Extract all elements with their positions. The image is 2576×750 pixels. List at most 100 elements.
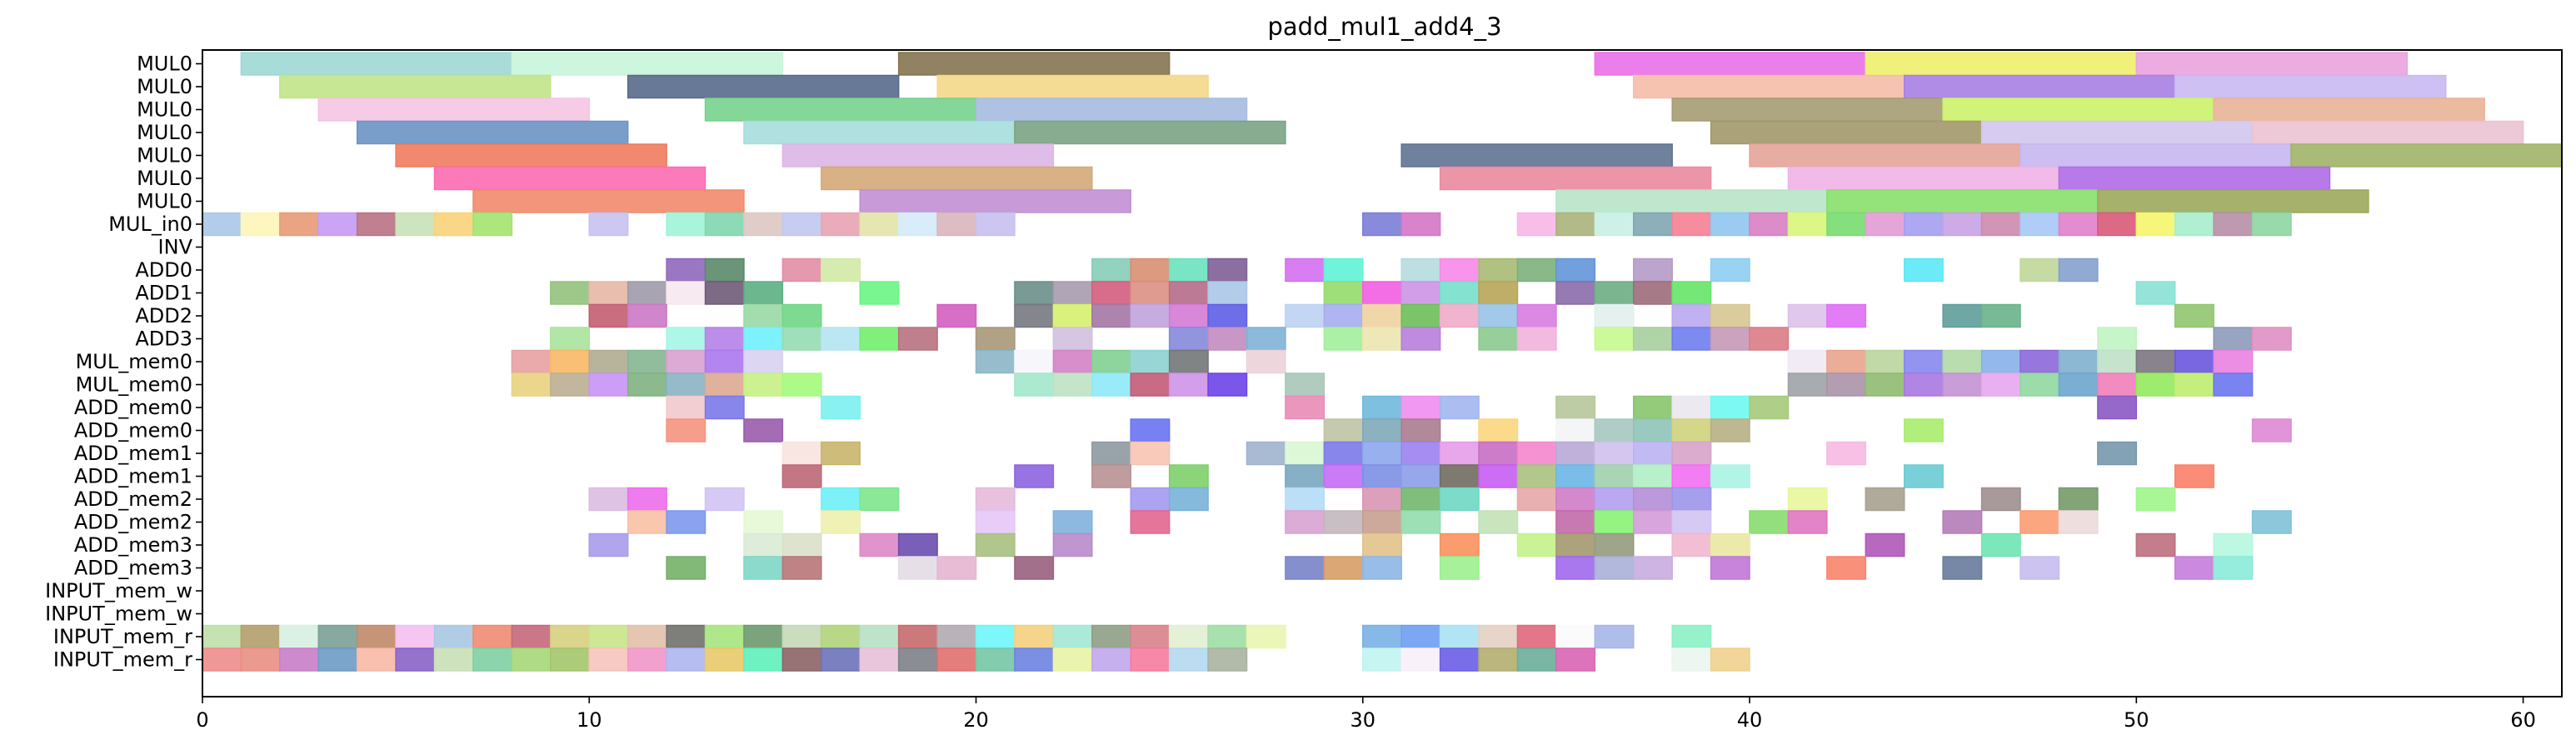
task-bar	[1362, 556, 1402, 580]
task-bar	[1400, 441, 1441, 466]
task-bar	[704, 281, 745, 305]
task-bar	[1400, 281, 1441, 305]
task-bar	[2135, 487, 2176, 512]
task-bar	[1362, 441, 1402, 466]
task-bar	[2174, 349, 2214, 374]
task-bar	[1478, 441, 1519, 466]
task-bar	[1980, 487, 2021, 512]
task-bars	[202, 52, 2563, 672]
task-bar	[2019, 372, 2060, 397]
task-bar	[1671, 464, 1712, 488]
task-bar	[2213, 532, 2254, 558]
y-tick-label: MUL0	[137, 190, 192, 213]
task-bar	[1207, 303, 1248, 328]
task-bar	[1362, 212, 1402, 237]
task-bar	[1516, 648, 1557, 672]
task-bar	[936, 624, 977, 649]
task-bar	[1710, 556, 1750, 580]
y-tick-label: INPUT_mem_r	[53, 625, 192, 648]
task-bar	[1671, 648, 1712, 672]
task-bar	[1130, 281, 1171, 305]
task-bar	[1246, 624, 1286, 649]
task-bar	[821, 166, 1093, 191]
task-bar	[1323, 464, 1364, 488]
task-bar	[1323, 556, 1364, 580]
task-bar	[1865, 52, 2138, 76]
task-bar	[781, 556, 822, 580]
task-bar	[1980, 212, 2021, 237]
task-bar	[859, 532, 900, 558]
task-bar	[1671, 303, 1712, 328]
task-bar	[2097, 189, 2369, 213]
task-bar	[1207, 372, 1248, 397]
task-bar	[2019, 212, 2060, 237]
task-bar	[1826, 372, 1867, 397]
task-bar	[1323, 258, 1364, 282]
task-bar	[1323, 303, 1364, 328]
task-bar	[1671, 487, 1712, 512]
task-bar	[1942, 349, 1983, 374]
task-bar	[279, 624, 320, 649]
task-bar	[1285, 303, 1325, 328]
task-bar	[1014, 648, 1055, 672]
task-bar	[588, 624, 629, 649]
task-bar	[1014, 349, 1055, 374]
task-bar	[2174, 464, 2214, 488]
task-bar	[433, 624, 474, 649]
task-bar	[2251, 418, 2292, 442]
task-bar	[627, 74, 900, 99]
task-bar	[781, 327, 822, 351]
task-bar	[1478, 418, 1519, 442]
y-tick-label: ADD2	[135, 304, 192, 328]
task-bar	[627, 487, 667, 512]
task-bar	[1362, 624, 1402, 649]
task-bar	[202, 212, 242, 237]
task-bar	[821, 648, 861, 672]
task-bar	[1400, 327, 1441, 351]
task-bar	[1168, 281, 1209, 305]
task-bar	[1555, 532, 1596, 558]
task-bar	[666, 510, 706, 534]
task-bar	[1400, 303, 1441, 328]
task-bar	[897, 648, 938, 672]
task-bar	[2174, 556, 2214, 580]
task-bar	[743, 418, 784, 442]
task-bar	[743, 624, 784, 649]
task-bar	[821, 395, 861, 420]
task-bar	[1865, 532, 1905, 558]
task-bar	[1555, 418, 1596, 442]
task-bar	[511, 372, 552, 397]
task-bar	[1516, 532, 1557, 558]
task-bar	[511, 648, 552, 672]
task-bar	[1323, 327, 1364, 351]
task-bar	[588, 487, 629, 512]
task-bar	[1362, 395, 1402, 420]
y-tick-label: ADD_mem2	[74, 488, 192, 511]
task-bar	[240, 212, 281, 237]
task-bar	[781, 143, 1055, 168]
task-bar	[2097, 327, 2138, 351]
task-bar	[1594, 624, 1635, 649]
task-bar	[1942, 303, 1983, 328]
task-bar	[1400, 258, 1441, 282]
task-bar	[859, 281, 900, 305]
y-tick-label: ADD_mem3	[74, 533, 192, 557]
task-bar	[1904, 464, 1944, 488]
task-bar	[1516, 487, 1557, 512]
task-bar	[1633, 464, 1673, 488]
task-bar	[1555, 189, 1828, 213]
task-bar	[975, 532, 1016, 558]
y-tick-label: MUL0	[137, 75, 192, 98]
task-bar	[1362, 418, 1402, 442]
task-bar	[1207, 258, 1248, 282]
task-bar	[897, 327, 938, 351]
task-bar	[2019, 143, 2292, 168]
task-bar	[897, 556, 938, 580]
task-bar	[2174, 212, 2214, 237]
task-bar	[588, 303, 629, 328]
task-bar	[743, 327, 784, 351]
task-bar	[704, 372, 745, 397]
task-bar	[1633, 258, 1673, 282]
task-bar	[1014, 120, 1286, 145]
